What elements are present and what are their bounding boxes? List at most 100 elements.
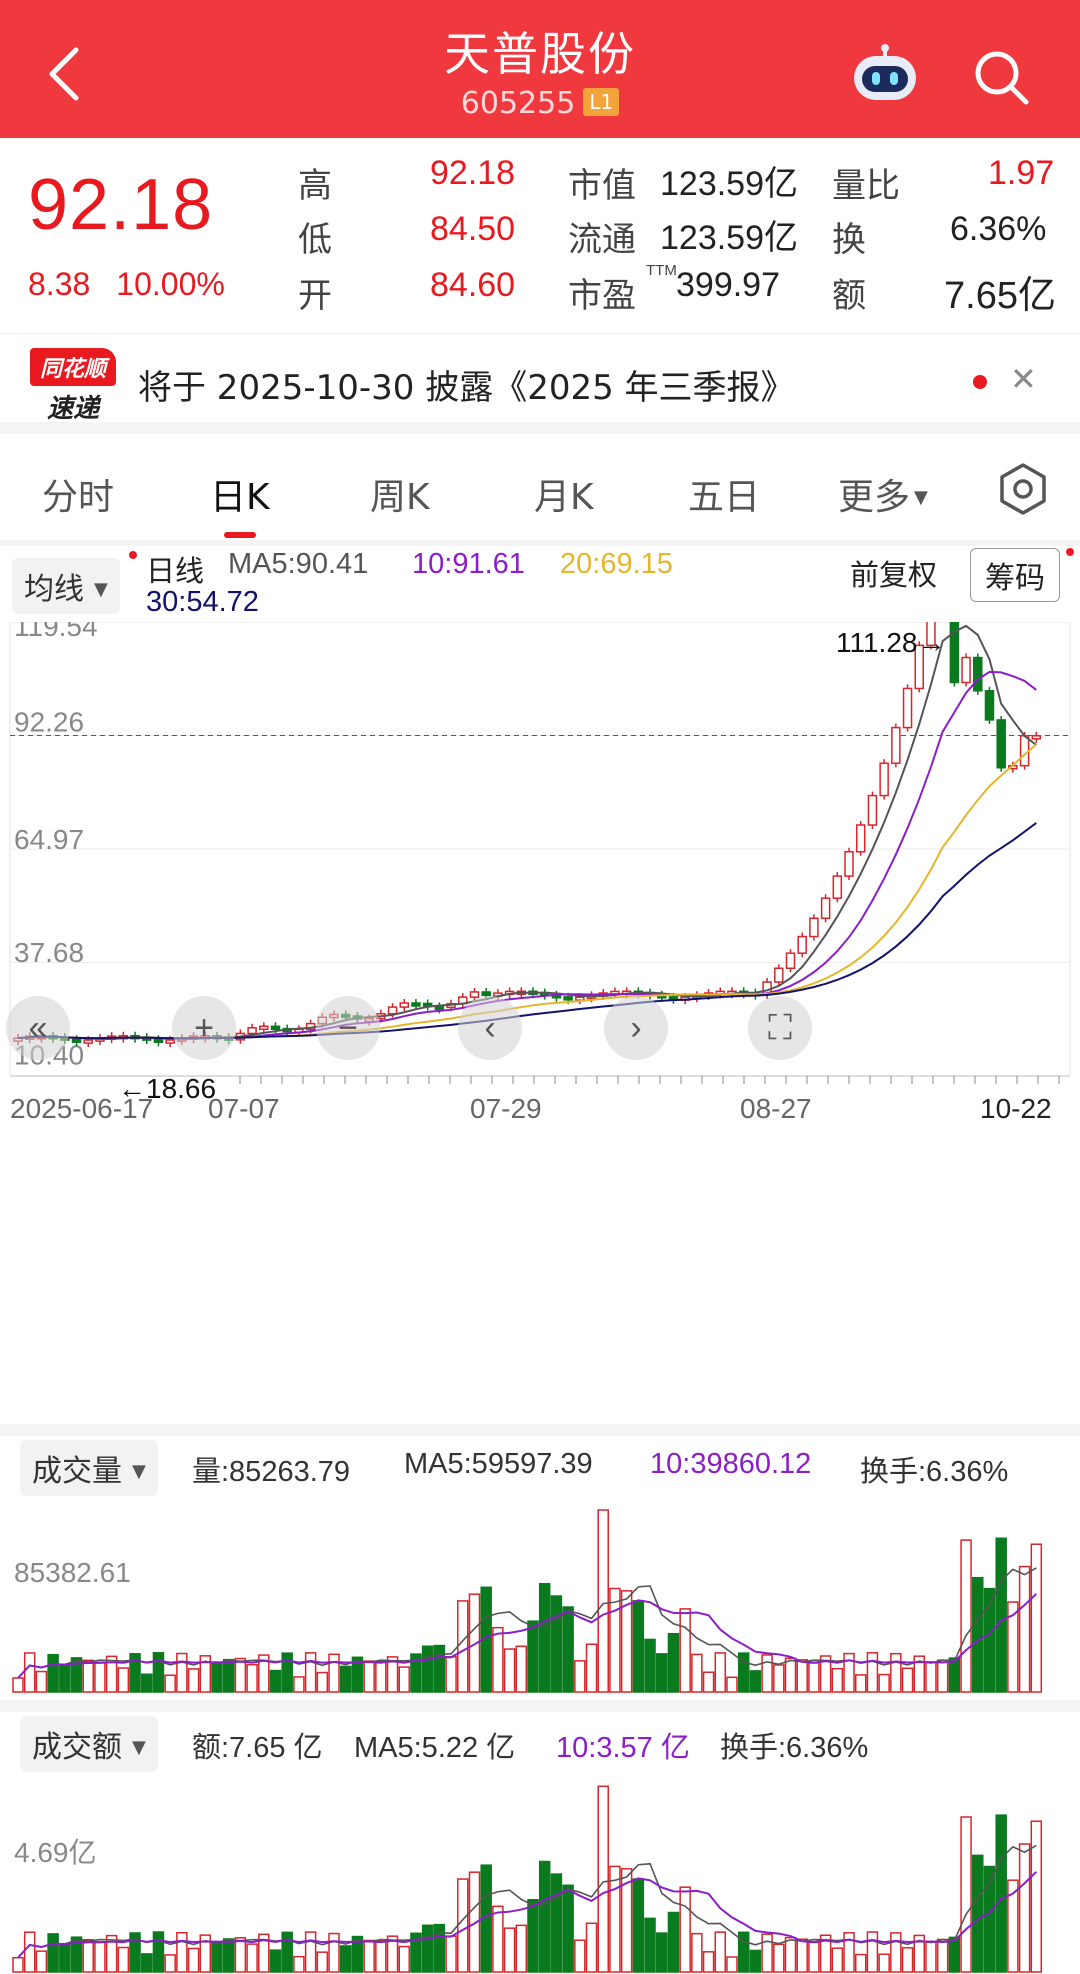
y-tick-label: 37.68: [14, 937, 84, 968]
volume-bar: [574, 1939, 586, 1973]
volume-bar: [152, 1652, 165, 1693]
settings-icon[interactable]: [996, 462, 1050, 516]
back-icon-glyph: ‹: [484, 1009, 495, 1047]
y-tick-label: 85382.61: [14, 1557, 131, 1588]
candle: [961, 656, 971, 684]
back-arrow-icon[interactable]: [44, 44, 84, 104]
chevron-down-icon: ▼: [94, 579, 108, 600]
volume-bar: [726, 1956, 738, 1973]
volume-bar: [527, 1898, 539, 1973]
amount-value: 7.65亿: [944, 275, 1056, 317]
volume-bar: [550, 1595, 563, 1693]
volume-bar: [737, 1931, 750, 1973]
volume-bar: [304, 1652, 317, 1693]
indicator-dropdown-label: 均线: [24, 572, 84, 607]
volume-bar: [258, 1654, 270, 1693]
volume-bar: [117, 1946, 130, 1973]
ai-robot-icon[interactable]: [848, 44, 922, 104]
candle: [153, 1038, 164, 1044]
divider: [0, 1424, 1080, 1436]
tab-monthly-k[interactable]: 月K: [534, 477, 594, 518]
candle: [270, 1025, 281, 1031]
tab-more[interactable]: 更多 ▼: [838, 468, 928, 520]
volume-bar: [82, 1938, 94, 1973]
volume-ratio-value: 1.97: [988, 154, 1055, 192]
volume-bar: [421, 1924, 434, 1973]
candle: [165, 1039, 175, 1044]
tab-intraday[interactable]: 分时: [42, 477, 115, 518]
candle: [575, 996, 585, 1001]
volume-bar: [445, 1935, 457, 1973]
chips-button[interactable]: 筹码: [970, 548, 1060, 602]
volume-bar: [527, 1620, 539, 1693]
volume-bar: [866, 1652, 879, 1693]
fast-back-icon-glyph: «: [29, 1009, 48, 1047]
volume-bar: [457, 1878, 469, 1973]
x-tick-label: 07-29: [470, 1093, 542, 1122]
ma10-line: [17, 1871, 1037, 1959]
banner-message: 将于 2025-10-30 披露《2025 年三季报》: [138, 368, 795, 408]
dot-icon: [1066, 548, 1074, 556]
volume-bar: [503, 1648, 516, 1693]
volume-bar: [351, 1935, 364, 1973]
volume-dropdown-label: 成交量: [32, 1454, 122, 1489]
volume-bar: [960, 1539, 972, 1693]
volume-dropdown[interactable]: 成交量 ▼: [20, 1440, 158, 1496]
forward-icon[interactable]: [604, 996, 668, 1060]
volume-bar: [948, 1657, 961, 1693]
volume-bar: [1007, 1879, 1019, 1973]
volume-bar: [47, 1933, 59, 1973]
volume-bar: [913, 1934, 925, 1973]
volume-bar: [105, 1655, 118, 1693]
volume-bar: [1007, 1601, 1019, 1693]
volume-bar: [819, 1934, 832, 1973]
kline-legend-bar: 均线 ▼ 日线 MA5:90.41 10:91.61 20:69.15 30:54…: [0, 546, 1080, 626]
volume-bar: [23, 1652, 36, 1693]
amount-dropdown[interactable]: 成交额 ▼: [20, 1716, 158, 1772]
zoom-out-icon-glyph: −: [338, 1009, 358, 1047]
volume-bar: [386, 1656, 399, 1693]
volume-bar: [1030, 1820, 1043, 1973]
ma30-legend: 30:54.72: [146, 586, 259, 618]
volume-bar: [562, 1606, 574, 1693]
volume-bar: [492, 1905, 504, 1973]
open-value: 84.60: [430, 266, 516, 304]
indicator-dropdown[interactable]: 均线 ▼: [12, 558, 120, 614]
volume-bar: [562, 1884, 574, 1973]
ma5-legend: MA5:90.41: [228, 548, 369, 580]
fullscreen-icon[interactable]: [748, 996, 812, 1060]
volume-bar: [667, 1911, 680, 1973]
volume-bar: [761, 1654, 773, 1693]
ma5-line: [17, 1567, 1037, 1679]
chevron-down-icon: ▼: [132, 1737, 146, 1758]
tab-weekly-k[interactable]: 周K: [370, 477, 430, 518]
zoom-out-icon[interactable]: [316, 996, 380, 1060]
zoom-in-icon[interactable]: [172, 996, 236, 1060]
mcap-label: 市值: [568, 167, 636, 205]
news-banner[interactable]: 同花顺 速递 将于 2025-10-30 披露《2025 年三季报》: [0, 334, 1080, 434]
tab-daily-k[interactable]: 日K: [210, 477, 270, 518]
kline-chart[interactable]: 119.5492.2664.9737.6810.40111.28→←18.66«…: [0, 622, 1080, 1122]
volume-bar: [328, 1653, 340, 1693]
search-icon[interactable]: [972, 48, 1030, 106]
volume-bar: [304, 1931, 317, 1973]
back-icon[interactable]: [458, 996, 522, 1060]
volume-bar: [70, 1657, 83, 1693]
volume-bar: [995, 1814, 1007, 1973]
volume-bar: [70, 1936, 83, 1973]
y-tick-label: 64.97: [14, 824, 84, 855]
volume-bar: [620, 1868, 633, 1973]
volume-bar: [468, 1593, 481, 1693]
x-tick-label: 08-27: [740, 1093, 812, 1122]
close-icon[interactable]: ✕: [1010, 360, 1037, 398]
zoom-in-icon-glyph: +: [194, 1009, 214, 1047]
volume-bar: [726, 1676, 738, 1693]
pe-ttm-label: TTM: [646, 262, 677, 279]
volume-bar: [246, 1943, 258, 1973]
volume-bar: [129, 1653, 141, 1693]
fast-back-icon[interactable]: [6, 996, 70, 1060]
volume-bar: [656, 1932, 668, 1973]
tab-five-day[interactable]: 五日: [688, 477, 761, 518]
candle: [879, 762, 889, 797]
adjust-mode[interactable]: 前复权: [850, 560, 938, 592]
